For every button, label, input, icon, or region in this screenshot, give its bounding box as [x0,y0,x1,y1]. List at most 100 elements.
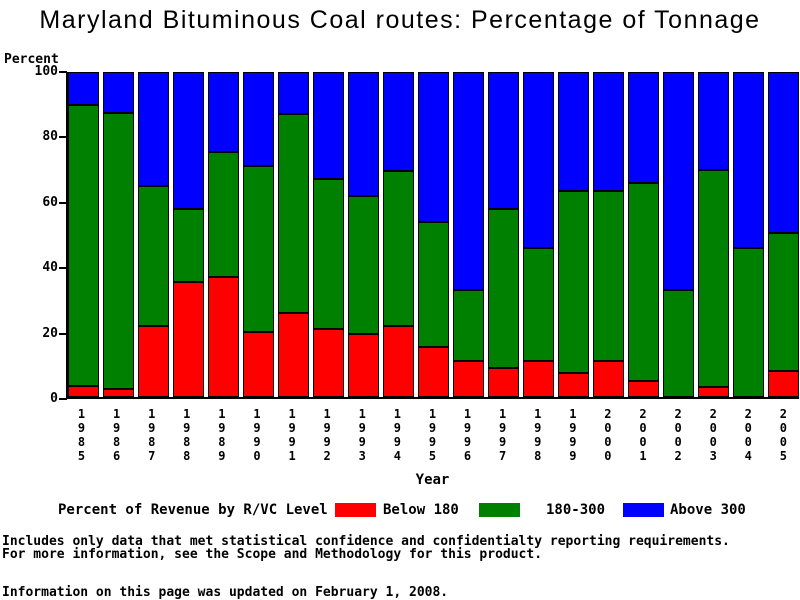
bar-segment-1988-above-300 [173,72,204,209]
y-tick-mark-40 [59,267,67,270]
bar-segment-1991-180-300 [278,114,309,313]
legend-swatch-below-180 [335,503,376,517]
bar-segment-2002-above-300 [663,72,694,290]
bar-segment-1997-above-300 [488,72,519,209]
bar-group-1993 [348,72,379,397]
bar-segment-1990-180-300 [243,166,274,332]
y-tick-mark-100 [59,71,67,73]
chart-plot-area [66,72,799,399]
x-tick-label-1988: 1 9 8 8 [183,407,191,463]
bar-group-1985 [68,72,99,397]
bar-segment-2001-above-300 [628,72,659,183]
bar-group-1997 [488,72,519,397]
bar-segment-1994-above-300 [383,72,414,172]
bar-segment-1995-180-300 [418,221,449,347]
bar-segment-2004-180-300 [733,247,764,397]
bar-segment-1990-below-180 [243,332,274,397]
bar-segment-1985-above-300 [68,72,99,105]
y-tick-label-100: 100 [34,64,58,79]
bar-group-1988 [173,72,204,397]
legend-swatch-above-300 [623,503,664,517]
bar-segment-1993-below-180 [348,333,379,397]
y-axis-title: Percent [4,52,59,67]
bar-segment-1990-above-300 [243,72,274,167]
x-tick-label-1993: 1 9 9 3 [358,407,366,463]
y-tick-label-20: 20 [42,325,58,341]
bar-group-1996 [453,72,484,397]
bar-segment-1986-above-300 [103,72,134,113]
bar-segment-2000-below-180 [593,361,624,397]
bar-group-2003 [698,72,729,397]
x-tick-label-1998: 1 9 9 8 [534,407,542,463]
bar-group-1992 [313,72,344,397]
x-tick-label-1999: 1 9 9 9 [569,407,577,463]
x-tick-label-1997: 1 9 9 7 [499,407,507,463]
bar-segment-1993-180-300 [348,195,379,334]
bar-segment-2003-below-180 [698,387,729,397]
bar-segment-2005-above-300 [768,72,799,233]
x-tick-label-2001: 2 0 0 1 [639,407,647,463]
x-tick-label-2003: 2 0 0 3 [709,407,717,463]
bar-group-1987 [138,72,169,397]
bar-segment-1987-below-180 [138,325,169,397]
bar-group-1999 [558,72,589,397]
x-tick-label-1990: 1 9 9 0 [253,407,261,463]
bars-container [68,72,799,397]
bar-segment-1997-below-180 [488,367,519,397]
bar-segment-1989-above-300 [208,72,239,152]
y-tick-label-60: 60 [42,194,58,210]
bar-segment-1996-above-300 [453,72,484,290]
bar-segment-1986-below-180 [103,388,134,397]
bar-segment-1986-180-300 [103,112,134,389]
x-tick-label-1996: 1 9 9 6 [463,407,472,463]
bar-segment-2003-above-300 [698,72,729,170]
legend-label-above-300: Above 300 [670,502,746,518]
legend-title: Percent of Revenue by R/VC Level [58,502,328,518]
x-tick-label-1985: 1 9 8 5 [77,407,86,463]
bar-segment-1988-below-180 [173,281,204,397]
bar-segment-1996-below-180 [453,361,484,397]
x-tick-label-1989: 1 9 8 9 [218,407,226,463]
bar-segment-1996-180-300 [453,289,484,362]
bar-segment-2001-below-180 [628,380,659,397]
bar-group-2005 [768,72,799,397]
y-tick-mark-0 [59,398,67,400]
legend-label-180-300: 180-300 [546,502,606,518]
bar-segment-1992-below-180 [313,328,344,397]
bar-segment-2001-180-300 [628,182,659,381]
footnote-line-2: For more information, see the Scope and … [2,547,543,562]
bar-segment-1988-180-300 [173,208,204,282]
legend-swatch-180-300 [479,503,520,517]
y-tick-mark-80 [59,136,67,139]
bar-group-1991 [278,72,309,397]
bar-group-2002 [663,72,694,397]
legend-label-below-180: Below 180 [383,502,459,518]
update-note: Information on this page was updated on … [2,585,449,600]
bar-segment-1989-below-180 [208,276,239,397]
bar-segment-1999-below-180 [558,372,589,397]
bar-group-1986 [103,72,134,397]
bar-segment-1985-below-180 [68,385,99,397]
y-tick-label-80: 80 [42,129,58,145]
bar-segment-1992-180-300 [313,179,344,329]
bar-group-1989 [208,72,239,397]
bar-segment-1998-above-300 [523,72,554,248]
y-tick-mark-60 [59,201,67,204]
page-title: Maryland Bituminous Coal routes: Percent… [39,6,761,34]
y-tick-mark-20 [59,332,67,335]
bar-group-2000 [593,72,624,397]
bar-segment-1994-180-300 [383,171,414,326]
x-tick-label-2004: 2 0 0 4 [744,407,752,463]
x-axis-title: Year [415,472,450,488]
bar-segment-2005-below-180 [768,371,799,397]
bar-segment-1995-below-180 [418,346,449,397]
x-tick-label-2002: 2 0 0 2 [674,407,682,463]
bar-segment-1987-above-300 [138,72,169,186]
bar-segment-1987-180-300 [138,185,169,326]
x-tick-label-1994: 1 9 9 4 [393,407,401,463]
bar-segment-1998-below-180 [523,361,554,397]
bar-segment-2003-180-300 [698,169,729,388]
bar-group-1994 [383,72,414,397]
x-tick-label-1995: 1 9 9 5 [428,407,437,463]
y-tick-label-40: 40 [42,260,58,276]
